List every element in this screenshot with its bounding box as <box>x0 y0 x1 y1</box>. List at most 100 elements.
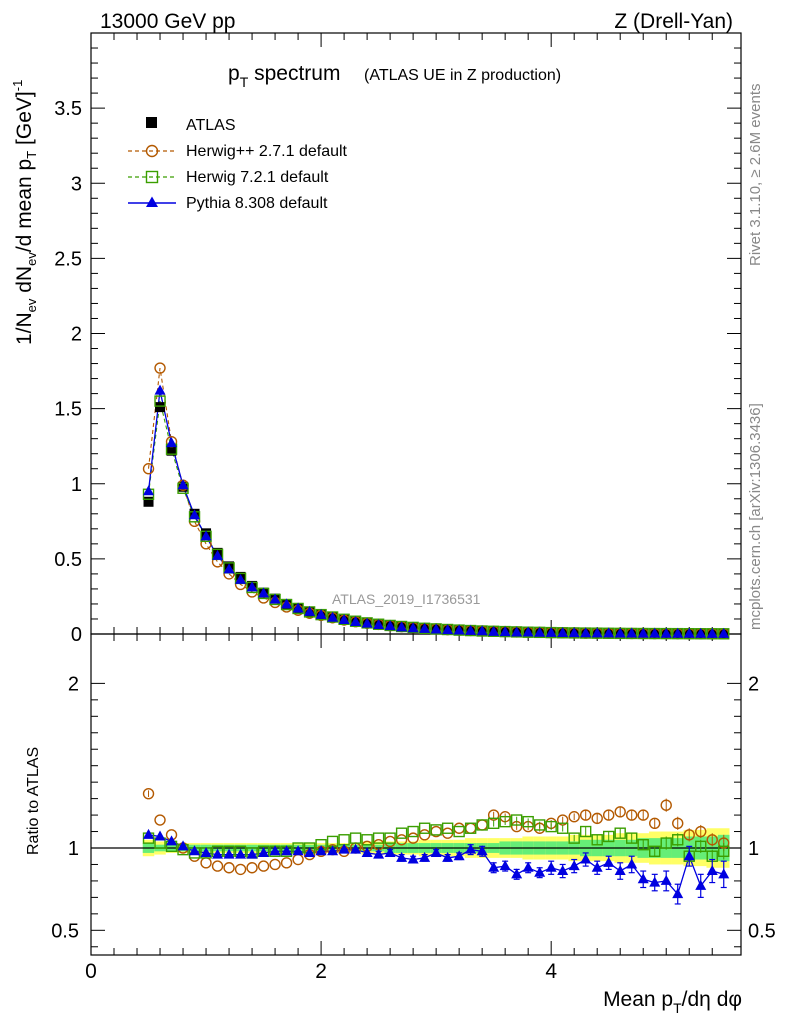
pythia-point <box>499 626 511 637</box>
herwig7-ratio-point <box>349 832 362 844</box>
x-tick-label: 0 <box>85 960 97 983</box>
herwig7-ratio-point <box>407 825 419 838</box>
pythia-ratio-point <box>189 845 201 856</box>
herwig7-ratio-point <box>361 834 373 846</box>
pythia-ratio-point <box>223 848 235 859</box>
pythia-ratio-point <box>292 845 304 856</box>
y-axis-label: 1/Nev dNev/d mean pT [GeV]-1 <box>10 80 39 345</box>
pythia-point <box>292 602 304 613</box>
pythia-ratio-point <box>269 845 281 856</box>
herwig7-ratio-point <box>637 839 649 851</box>
x-tick-label: 4 <box>545 960 557 983</box>
ratio-y-axis-label: Ratio to ATLAS <box>25 747 42 855</box>
pythia-ratio-point <box>361 846 373 857</box>
y-tick-label: 1 <box>71 474 82 496</box>
pythia-point <box>304 605 316 616</box>
pythia-ratio-point <box>430 846 442 857</box>
herwigpp-ratio-point <box>626 809 638 821</box>
herwig7-ratio-point <box>614 827 626 839</box>
pythia-point <box>246 581 258 592</box>
legend-marker-atlas <box>146 117 157 128</box>
atlas-point <box>143 496 154 507</box>
herwigpp-ratio-point <box>395 834 408 846</box>
herwigpp-ratio-point <box>602 809 615 821</box>
pythia-point <box>442 624 454 635</box>
pythia-ratio-point <box>660 874 672 885</box>
herwigpp-ratio-point <box>142 787 155 800</box>
pythia-ratio-point <box>281 845 293 856</box>
herwig7-ratio-point <box>430 824 442 836</box>
herwig7-ratio-point <box>418 822 431 834</box>
pythia-ratio-point <box>718 868 730 879</box>
herwigpp-ratio-point <box>660 799 672 811</box>
herwigpp-ratio-point <box>579 809 592 821</box>
pythia-point <box>258 587 270 598</box>
herwigpp-ratio-point <box>706 834 718 846</box>
pythia-point <box>683 627 695 638</box>
pythia-ratio-point <box>384 846 396 857</box>
legend-marker-herwigpp <box>145 144 159 158</box>
ratio-y-tick-label: 1 <box>68 838 79 860</box>
herwig7-ratio-point <box>672 834 684 846</box>
herwig7-ratio-point <box>476 819 488 831</box>
pythia-ratio-point <box>626 858 638 869</box>
herwig7-ratio-point <box>395 827 408 839</box>
y-tick-label: 0 <box>71 624 82 646</box>
ratio-y-tick-label: 2 <box>68 673 79 695</box>
pythia-ratio-point <box>200 846 212 857</box>
pythia-point <box>465 624 477 635</box>
herwig7-ratio-point <box>464 822 477 834</box>
pythia-ratio-point <box>350 843 362 854</box>
pythia-ratio-point <box>419 851 431 862</box>
ratio-y-tick-label-right: 2 <box>748 673 759 695</box>
herwig7-ratio-point <box>649 845 661 857</box>
pythia-point <box>580 627 592 638</box>
pythia-ratio-point <box>499 860 511 871</box>
pythia-point <box>511 626 523 637</box>
pythia-point <box>453 624 465 635</box>
herwigpp-ratio-point <box>614 806 626 818</box>
pythia-ratio-point <box>177 840 189 851</box>
pythia-ratio-point <box>672 888 684 899</box>
herwig7-ratio-point <box>579 825 592 838</box>
x-tick-label: 2 <box>315 960 327 983</box>
pythia-ratio-point <box>304 846 316 857</box>
pythia-point <box>200 530 212 541</box>
pythia-point <box>154 384 166 395</box>
herwigpp-ratio-point <box>154 814 166 826</box>
pythia-ratio-point <box>534 866 546 877</box>
pythia-ratio-point <box>545 861 557 872</box>
pythia-point <box>419 622 431 633</box>
y-tick-label: 3.5 <box>54 98 82 120</box>
legend: ATLAS Herwig++ 2.7.1 default Herwig 7.2.… <box>128 117 348 212</box>
analysis-label: ATLAS_2019_I1736531 <box>332 591 481 607</box>
pythia-point <box>396 621 408 632</box>
legend-label-atlas: ATLAS <box>186 117 236 134</box>
pythia-point <box>718 627 730 638</box>
herwigpp-point <box>142 463 155 475</box>
ratio-y-tick-label: 0.5 <box>51 920 79 942</box>
herwigpp-ratio-point <box>280 857 293 869</box>
pythia-point <box>223 563 235 574</box>
data-series <box>142 362 730 905</box>
legend-label-herwig7: Herwig 7.2.1 default <box>186 169 329 186</box>
pythia-point <box>545 626 557 637</box>
herwigpp-ratio-point <box>695 825 707 838</box>
herwigpp-point <box>154 362 166 374</box>
pythia-point <box>407 622 419 633</box>
atlas-point <box>166 445 177 456</box>
pythia-ratio-point <box>327 845 339 856</box>
herwigpp-ratio-point <box>257 860 270 872</box>
pythia-point <box>672 627 684 638</box>
y-tick-label: 3 <box>71 173 82 195</box>
herwig7-ratio-point <box>568 832 580 844</box>
herwig7-ratio-point <box>602 830 615 843</box>
pythia-ratio-point <box>476 845 488 856</box>
legend-marker-herwig7 <box>145 170 159 184</box>
pythia-ratio-point <box>246 848 258 859</box>
pythia-ratio-point <box>143 828 155 839</box>
pythia-point <box>327 611 339 622</box>
pythia-ratio-point <box>580 853 592 864</box>
pythia-ratio-point <box>338 843 350 854</box>
